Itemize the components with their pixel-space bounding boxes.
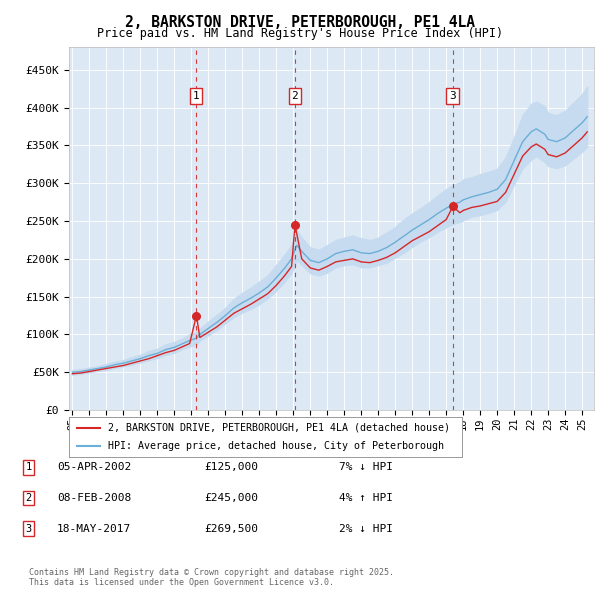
Text: 08-FEB-2008: 08-FEB-2008 <box>57 493 131 503</box>
Text: Price paid vs. HM Land Registry's House Price Index (HPI): Price paid vs. HM Land Registry's House … <box>97 27 503 40</box>
Text: 1: 1 <box>26 463 32 472</box>
Text: £269,500: £269,500 <box>204 524 258 533</box>
Text: £245,000: £245,000 <box>204 493 258 503</box>
Text: £125,000: £125,000 <box>204 463 258 472</box>
Text: Contains HM Land Registry data © Crown copyright and database right 2025.
This d: Contains HM Land Registry data © Crown c… <box>29 568 394 587</box>
Text: HPI: Average price, detached house, City of Peterborough: HPI: Average price, detached house, City… <box>109 441 444 451</box>
Text: 2% ↓ HPI: 2% ↓ HPI <box>339 524 393 533</box>
Text: 1: 1 <box>193 91 199 101</box>
Text: 3: 3 <box>449 91 456 101</box>
Text: 05-APR-2002: 05-APR-2002 <box>57 463 131 472</box>
Text: 2, BARKSTON DRIVE, PETERBOROUGH, PE1 4LA: 2, BARKSTON DRIVE, PETERBOROUGH, PE1 4LA <box>125 15 475 30</box>
Text: 18-MAY-2017: 18-MAY-2017 <box>57 524 131 533</box>
Text: 2: 2 <box>26 493 32 503</box>
Text: 4% ↑ HPI: 4% ↑ HPI <box>339 493 393 503</box>
Text: 2: 2 <box>292 91 298 101</box>
Text: 3: 3 <box>26 524 32 533</box>
Text: 7% ↓ HPI: 7% ↓ HPI <box>339 463 393 472</box>
Text: 2, BARKSTON DRIVE, PETERBOROUGH, PE1 4LA (detached house): 2, BARKSTON DRIVE, PETERBOROUGH, PE1 4LA… <box>109 423 450 433</box>
